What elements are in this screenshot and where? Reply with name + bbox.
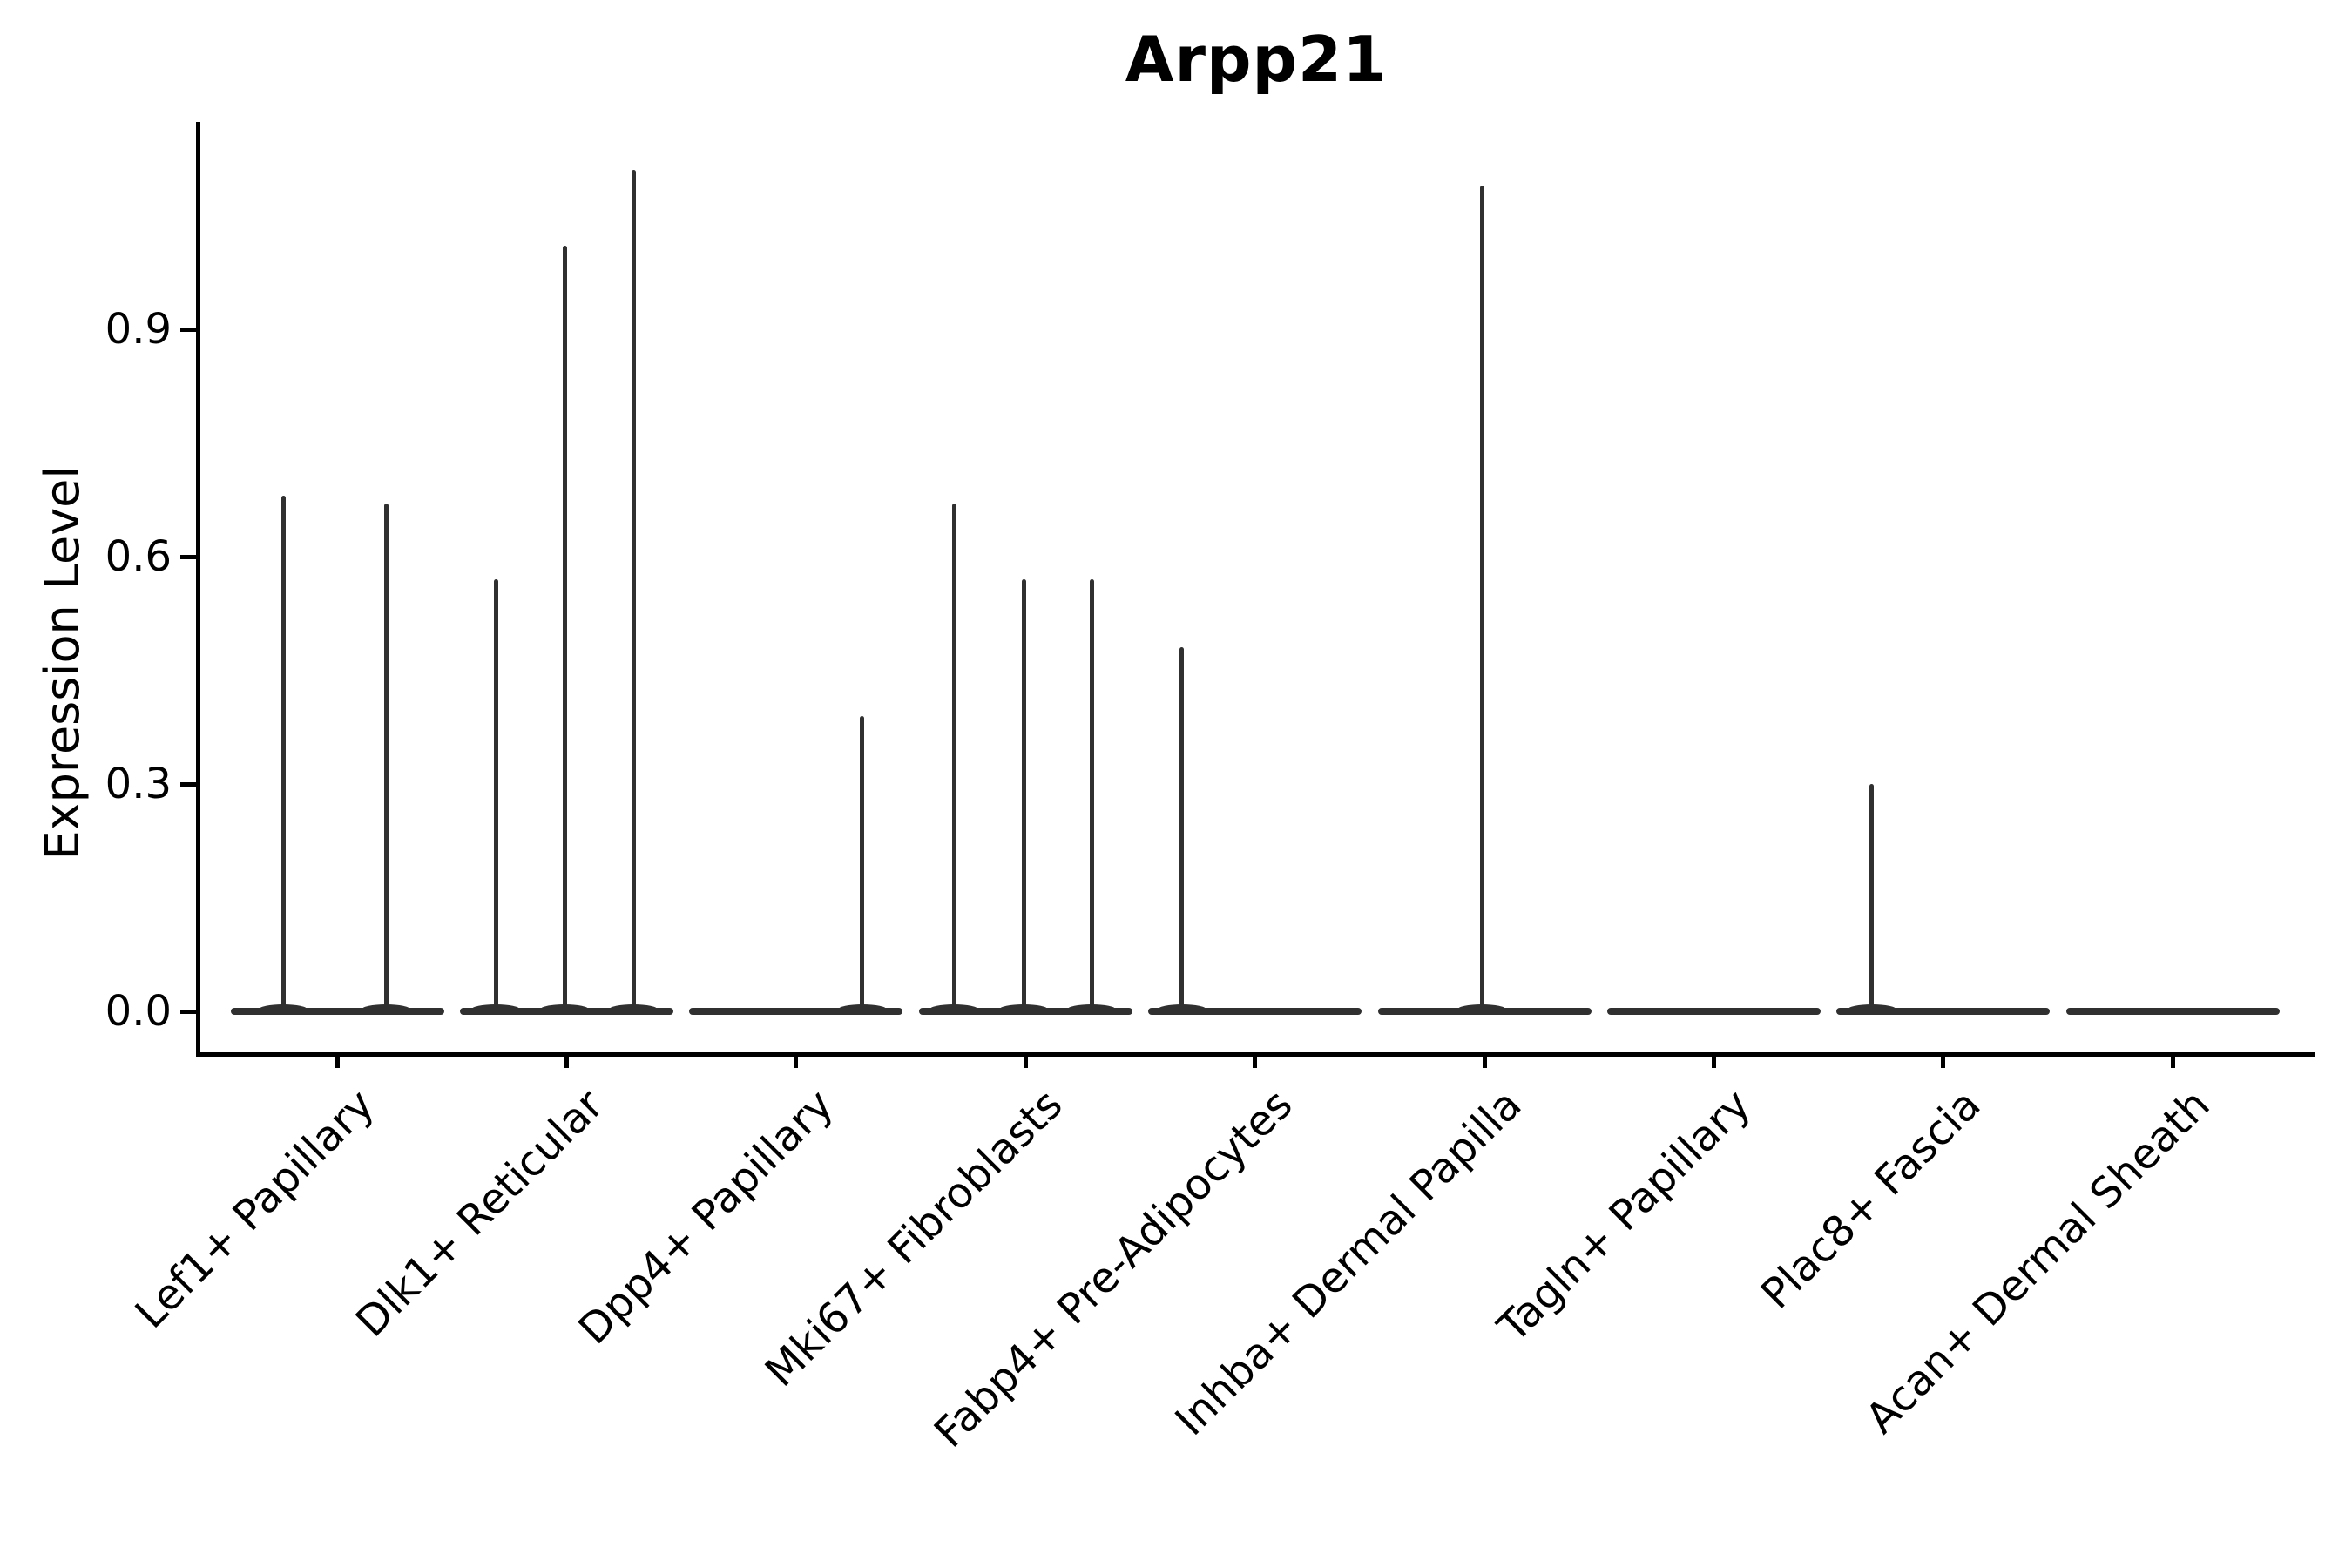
violin-spike [280,496,286,1011]
violin-base-flare [540,1004,590,1015]
violin-baseline [230,1008,444,1015]
violin-base-flare [999,1004,1049,1015]
violin-base-flare [259,1004,308,1015]
x-tick-mark [2170,1052,2175,1068]
violin-base-flare [1067,1004,1117,1015]
y-tick-mark [180,327,196,332]
x-tick-label: Inhba+ Dermal Papilla [1166,1080,1531,1446]
x-tick-mark [335,1052,340,1068]
x-tick-mark [1023,1052,1028,1068]
violin-spike [1479,186,1484,1011]
violin-baseline [1606,1008,1821,1015]
x-tick-mark [794,1052,799,1068]
y-tick-label: 0.3 [105,760,172,808]
violin-baseline [2065,1008,2280,1015]
violin-base-flare [837,1004,887,1015]
violin-spike [1021,579,1026,1011]
violin-spike [951,504,956,1011]
y-tick-mark [180,554,196,559]
y-axis-spine [196,122,200,1057]
violin-spike [1179,647,1185,1011]
x-tick-label: Plac8+ Fascia [1751,1080,1990,1319]
violin-baseline [689,1008,903,1015]
violin-spike [562,246,567,1011]
y-tick-label: 0.0 [105,987,172,1036]
violin-spike [631,170,636,1011]
violin-base-flare [1847,1004,1896,1015]
x-tick-label: Dlk1+ Reticular [347,1080,614,1347]
violin-spike [383,504,389,1011]
x-tick-mark [564,1052,569,1068]
violin-base-flare [471,1004,521,1015]
y-tick-label: 0.6 [105,532,172,581]
y-tick-mark [180,781,196,787]
y-tick-mark [180,1009,196,1014]
x-tick-label: Fabp4+ Pre-Adipocytes [924,1080,1302,1457]
chart-title: Arpp21 [1125,23,1388,96]
violin-base-flare [362,1004,410,1015]
x-tick-mark [1711,1052,1716,1068]
violin-base-flare [929,1004,979,1015]
x-tick-mark [1482,1052,1487,1068]
x-tick-label: Acan+ Dermal Sheath [1856,1080,2220,1443]
violin-spike [1869,784,1875,1011]
x-tick-label: Mki67+ Fibroblasts [755,1080,1072,1396]
x-tick-label: Dpp4+ Papillary [569,1080,843,1355]
y-tick-label: 0.9 [105,305,172,354]
y-axis-label: Expression Level [35,465,90,861]
x-tick-mark [1253,1052,1258,1068]
violin-baseline [1836,1008,2051,1015]
violin-base-flare [1457,1004,1506,1015]
violin-baseline [1148,1008,1362,1015]
x-tick-label: Tagln+ Papillary [1489,1080,1761,1352]
violin-spike [860,716,865,1011]
violin-spike [493,579,498,1011]
x-tick-mark [1941,1052,1946,1068]
violin-spike [1089,579,1094,1011]
violin-base-flare [609,1004,659,1015]
violin-base-flare [1157,1004,1206,1015]
